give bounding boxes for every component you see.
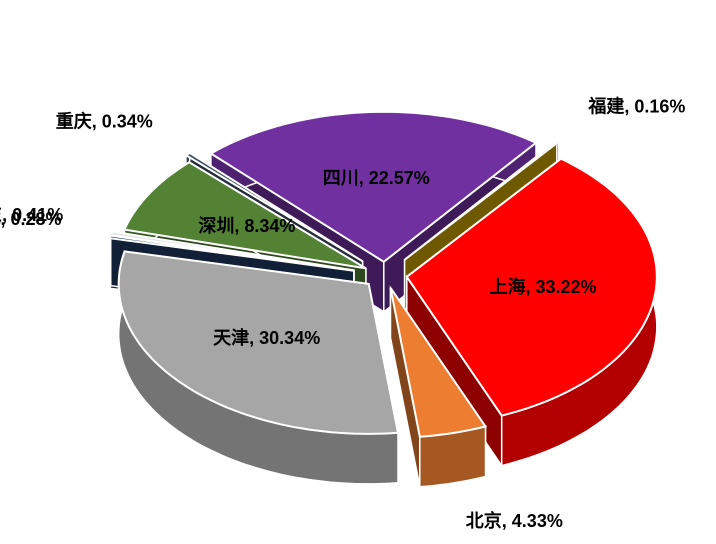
data-label: 上海, 33.22% <box>489 276 596 297</box>
slice-top <box>405 157 658 417</box>
slice-top <box>108 234 354 272</box>
data-label: 四川, 22.57% <box>323 168 430 188</box>
data-label: 湖北, 0.28% <box>0 209 62 229</box>
data-label: 深圳, 8.34% <box>198 215 295 236</box>
slice-top <box>123 161 367 270</box>
slice-top <box>389 287 488 438</box>
data-label: 广东, 0.41% <box>0 204 63 225</box>
slice-wall <box>109 235 112 289</box>
data-label: 重庆, 0.34% <box>56 110 153 131</box>
data-label: 天津, 30.34% <box>213 327 320 348</box>
slice-top <box>208 110 538 264</box>
slice-top <box>183 151 364 263</box>
data-label: 福建, 0.16% <box>587 95 685 116</box>
slice-top <box>117 250 400 435</box>
slice-top <box>403 139 561 261</box>
data-label: 北京, 4.33% <box>466 510 563 531</box>
slice <box>389 285 488 488</box>
slice <box>117 250 400 485</box>
